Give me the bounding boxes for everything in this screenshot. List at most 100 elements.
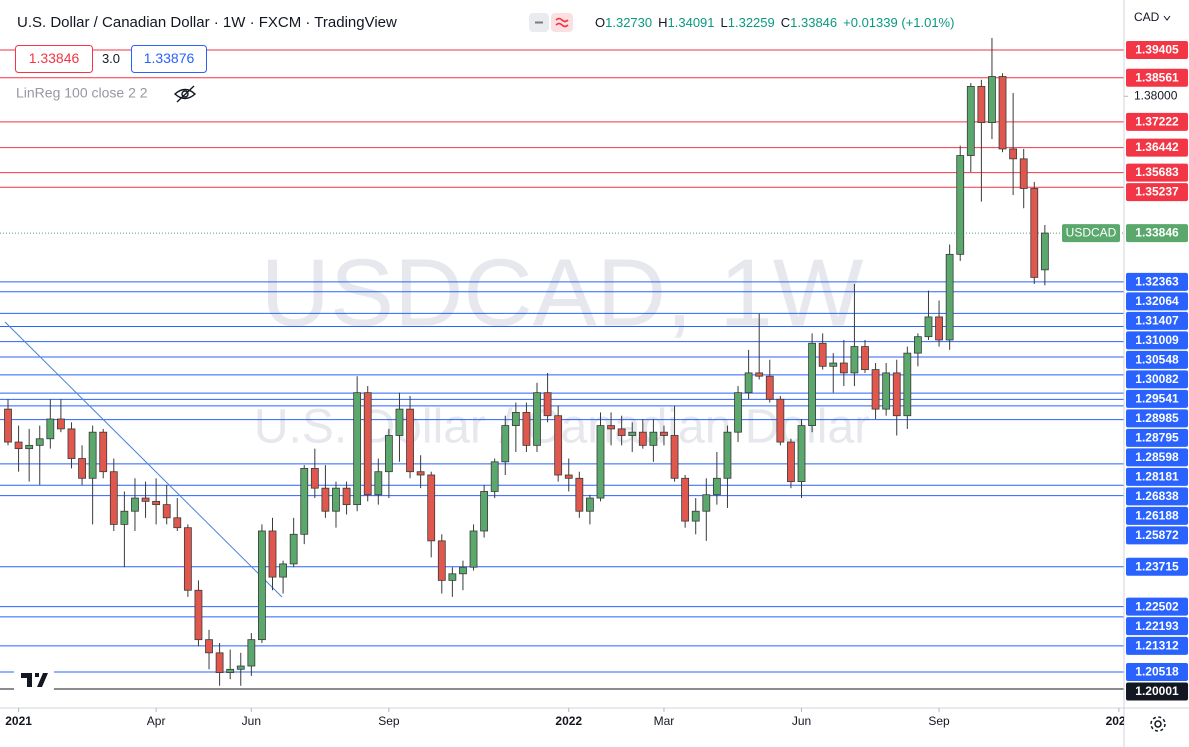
level-label-box: [1126, 311, 1188, 330]
candle-body: [882, 372, 891, 410]
candle-body: [120, 510, 129, 525]
level-label: 1.31407: [1135, 314, 1179, 328]
level-label: 1.20518: [1135, 665, 1179, 679]
candle-body: [564, 474, 573, 479]
indicator-legend[interactable]: LinReg 100 close 2 2: [16, 85, 148, 101]
candle-body: [628, 431, 637, 436]
level-label: 1.28598: [1135, 450, 1179, 464]
level-label: 1.32363: [1135, 275, 1179, 289]
candle-body: [353, 392, 362, 506]
candle-body: [300, 468, 309, 535]
candle-body: [395, 408, 404, 436]
level-label-box: [1126, 138, 1188, 157]
spread: 3.0: [102, 51, 120, 66]
candle-body: [109, 471, 118, 525]
level-label: 1.21312: [1135, 639, 1179, 653]
candle-body: [194, 589, 203, 641]
candle-body: [988, 76, 996, 124]
candle-body: [755, 372, 764, 377]
candle-body: [374, 471, 383, 496]
sell-button[interactable]: [15, 45, 93, 73]
level-label-box: [1126, 617, 1188, 636]
candle-body: [818, 342, 827, 367]
settings-icon[interactable]: [1150, 716, 1166, 732]
candle-body: [797, 425, 806, 482]
candle-body: [543, 392, 552, 417]
level-label-box: [1126, 40, 1188, 59]
candle-body: [522, 412, 531, 446]
level-label: 1.26838: [1135, 489, 1179, 503]
level-label-box: [1126, 163, 1188, 182]
level-label-box: [1126, 292, 1188, 311]
candle-body: [310, 468, 319, 489]
candle-body: [437, 540, 446, 581]
candle-body: [469, 530, 478, 568]
y-tick-label: 1.38000: [1134, 88, 1178, 102]
price-axis: 1.38000 1.39405 1.38561 1.37222 1.36442 1.356…: [1062, 40, 1188, 701]
candles: [4, 37, 1049, 686]
candle-body: [183, 527, 192, 591]
ohlc-value: 1.33846: [790, 15, 837, 30]
candle-body: [501, 425, 510, 463]
level-label: 1.30548: [1135, 353, 1179, 367]
candle-body: [321, 487, 330, 512]
level-label: 1.37222: [1135, 115, 1179, 129]
candle-body: [586, 497, 594, 512]
level-label: 1.35683: [1135, 165, 1179, 179]
level-label-box: [1126, 331, 1188, 350]
candle-body: [681, 477, 690, 522]
candle-body: [1040, 232, 1049, 271]
chart-title: U.S. Dollar / Canadian Dollar · 1W · FXC…: [17, 14, 397, 31]
ohlc-label: C: [781, 15, 790, 30]
x-tick-label: Jun: [242, 714, 261, 728]
level-label: 1.29541: [1135, 392, 1179, 406]
candle-body: [712, 477, 721, 496]
symbol-label: USDCAD: [1066, 226, 1117, 240]
level-label: 1.26188: [1135, 509, 1179, 523]
candle-body: [575, 477, 584, 512]
candle-body: [427, 474, 436, 542]
level-label-box: [1126, 663, 1188, 682]
level-label: 1.39405: [1135, 43, 1179, 57]
candle-body: [342, 487, 351, 506]
candle-body: [596, 425, 605, 499]
level-label: 1.38561: [1135, 70, 1179, 84]
ohlc-label: L: [721, 15, 728, 30]
candle-body: [903, 352, 912, 417]
level-label-box: [1126, 467, 1188, 486]
ohlc-label: H: [658, 15, 667, 30]
level-label-box: [1126, 597, 1188, 616]
candle-body: [131, 497, 139, 512]
level-label: 1.28985: [1135, 411, 1179, 425]
candle-body: [490, 461, 499, 492]
candle-body: [871, 369, 880, 410]
candle-body: [4, 408, 12, 443]
x-tick-label: 2021: [5, 714, 32, 728]
candle-body: [808, 342, 816, 426]
levels: [0, 49, 1124, 690]
x-tick-label: Sep: [378, 714, 400, 728]
level-label: 1.22502: [1135, 599, 1179, 613]
currency[interactable]: CAD: [1134, 10, 1160, 24]
level-label-box: [1126, 68, 1188, 87]
candle-body: [670, 435, 679, 479]
candle-body: [25, 444, 34, 450]
candle-body: [829, 362, 838, 367]
candle-body: [88, 431, 97, 479]
level-label-box: [1126, 370, 1188, 389]
logo: [21, 673, 48, 687]
candle-body: [998, 76, 1007, 150]
level-label-box: [1126, 487, 1188, 506]
level-label: 1.25872: [1135, 528, 1179, 542]
level-label-box: [1126, 506, 1188, 525]
candle-body: [384, 435, 393, 473]
logo-box[interactable]: [14, 664, 54, 694]
candle-body: [723, 431, 732, 479]
buy-button[interactable]: [131, 45, 207, 73]
candle-body: [247, 639, 256, 667]
ohlc-label: O: [595, 15, 605, 30]
icon-hidden[interactable]: [173, 85, 197, 103]
level-label: 1.32064: [1135, 294, 1179, 308]
icon-wave[interactable]: [551, 13, 573, 32]
